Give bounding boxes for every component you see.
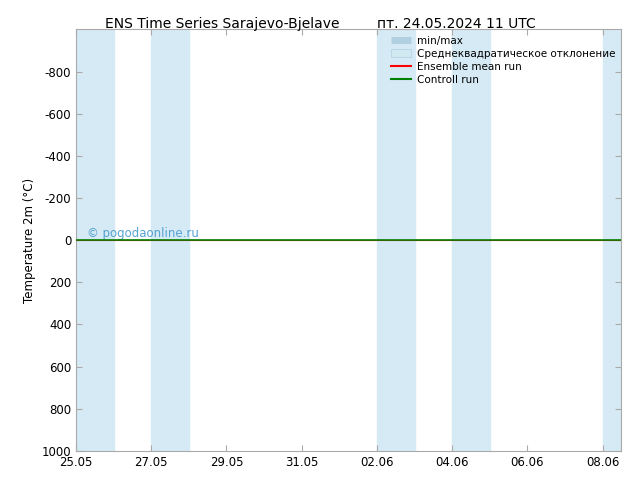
Bar — [377, 29, 415, 451]
Bar — [152, 29, 189, 451]
Y-axis label: Temperature 2m (°C): Temperature 2m (°C) — [23, 177, 36, 303]
Text: ENS Time Series Sarajevo-Bjelave: ENS Time Series Sarajevo-Bjelave — [105, 17, 339, 31]
Text: © pogodaonline.ru: © pogodaonline.ru — [87, 227, 199, 240]
Text: пт. 24.05.2024 11 UTC: пт. 24.05.2024 11 UTC — [377, 17, 536, 31]
Legend: min/max, Среднеквадратическое отклонение, Ensemble mean run, Controll run: min/max, Среднеквадратическое отклонение… — [386, 31, 619, 89]
Bar — [76, 29, 113, 451]
Bar — [452, 29, 489, 451]
Bar — [602, 29, 621, 451]
